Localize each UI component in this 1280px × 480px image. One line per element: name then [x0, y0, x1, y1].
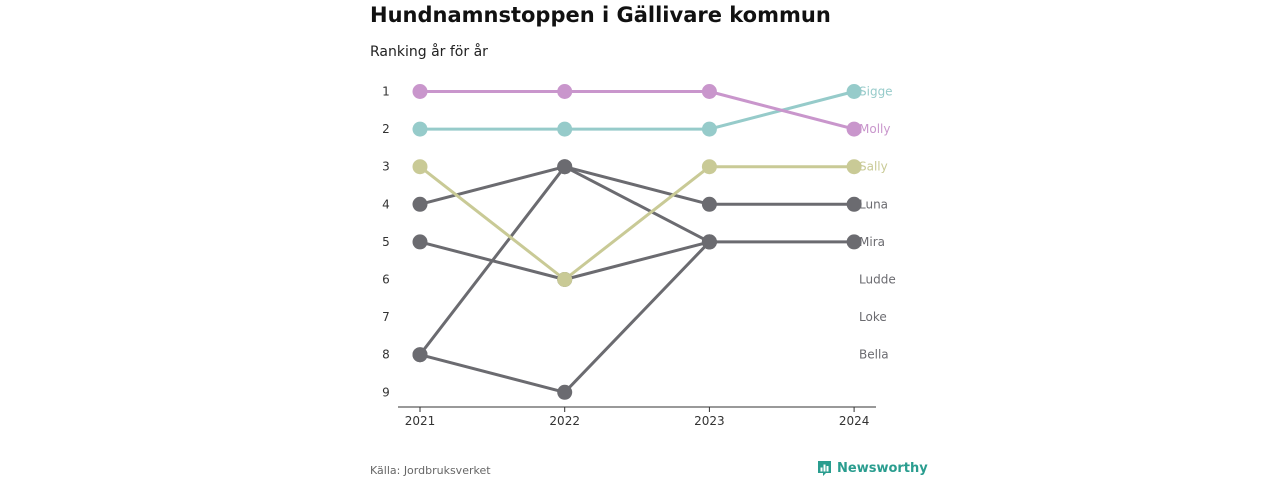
series-line: [418, 90, 856, 131]
end-label: Molly: [859, 122, 890, 136]
series-line: [418, 165, 711, 357]
series-lines: [418, 90, 856, 394]
data-point: [412, 196, 428, 212]
end-label: Ludde: [859, 273, 896, 287]
brand: Newsworthy: [817, 460, 928, 477]
end-labels: Sigge Molly Sally Luna Mira Ludde Loke Bella: [859, 85, 896, 362]
data-point: [557, 384, 573, 400]
x-tick-label: 2024: [839, 414, 870, 428]
y-tick-label: 6: [382, 273, 390, 287]
x-tick-label: 2023: [694, 414, 725, 428]
end-label: Bella: [859, 348, 889, 362]
data-point: [701, 84, 717, 99]
y-axis: 1 2 3 4 5 6 7 8 9: [382, 85, 390, 400]
series-line: [418, 165, 856, 281]
data-point: [846, 196, 862, 212]
series-points: [412, 84, 862, 400]
data-point: [846, 84, 862, 99]
data-point: [701, 121, 717, 137]
x-tick-label: 2022: [549, 414, 580, 428]
series-line: [418, 240, 856, 281]
data-point: [412, 347, 428, 363]
chart-bubble-icon: [818, 461, 831, 476]
chart-title: Hundnamnstoppen i Gällivare kommun: [370, 3, 831, 27]
data-point: [557, 272, 573, 287]
x-tick-label: 2021: [405, 414, 436, 428]
series-line: [418, 240, 711, 394]
x-axis: 2021 2022 2023 2024: [405, 407, 870, 428]
data-point: [412, 234, 428, 250]
series-line: [418, 165, 856, 206]
data-point: [846, 159, 862, 175]
chart-subtitle: Ranking år för år: [370, 44, 488, 60]
brand-name: Newsworthy: [837, 461, 928, 476]
end-label: Mira: [859, 235, 885, 249]
y-tick-label: 3: [382, 160, 390, 174]
data-point: [557, 84, 573, 99]
end-label: Luna: [859, 197, 888, 211]
data-point: [557, 121, 573, 137]
data-point: [701, 196, 717, 212]
end-label: Loke: [859, 310, 887, 324]
y-tick-label: 9: [382, 385, 390, 399]
y-tick-label: 7: [382, 310, 390, 324]
source-note: Källa: Jordbruksverket: [370, 464, 491, 477]
y-tick-label: 2: [382, 122, 390, 136]
data-point: [846, 234, 862, 250]
end-label: Sigge: [859, 85, 893, 99]
y-tick-label: 8: [382, 348, 390, 362]
data-point: [701, 159, 717, 175]
data-point: [412, 84, 428, 99]
data-point: [412, 121, 428, 137]
y-tick-label: 5: [382, 235, 390, 249]
data-point: [701, 234, 717, 250]
data-point: [557, 159, 573, 175]
end-label: Sally: [859, 160, 888, 174]
y-tick-label: 1: [382, 85, 390, 99]
y-tick-label: 4: [382, 197, 390, 211]
data-point: [846, 121, 862, 137]
series-line: [418, 90, 856, 131]
data-point: [412, 159, 428, 175]
